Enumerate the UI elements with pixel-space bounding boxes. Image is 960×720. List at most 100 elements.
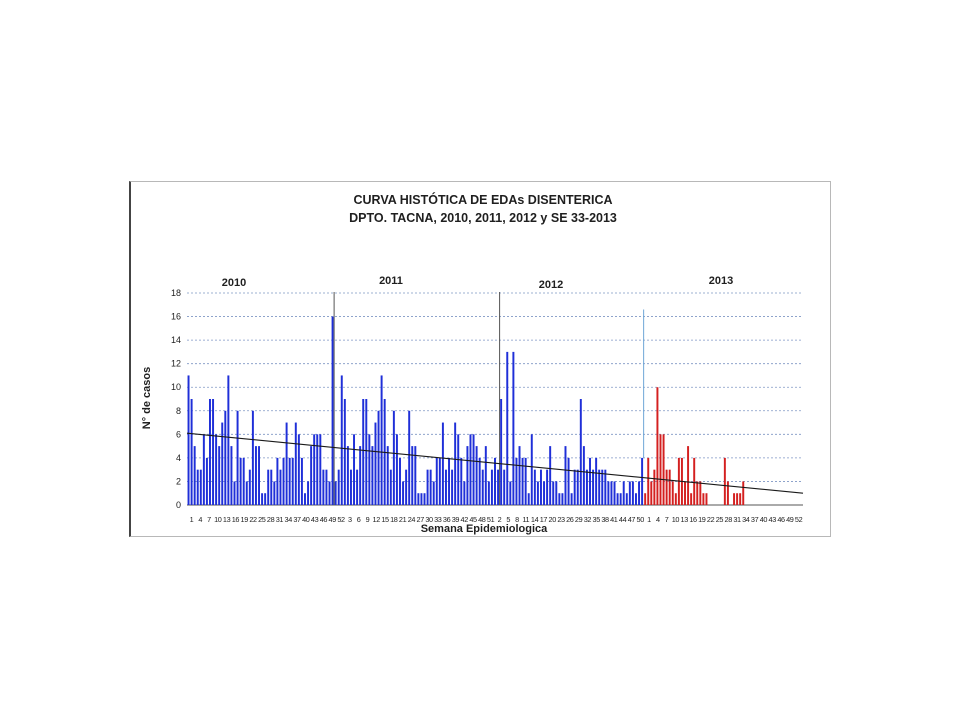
bar <box>362 399 365 505</box>
bar <box>356 469 359 505</box>
year-label-2013: 2013 <box>709 275 733 287</box>
y-tick-label: 18 <box>171 288 181 298</box>
bar <box>524 457 527 505</box>
bar <box>209 399 211 505</box>
bar <box>549 446 552 505</box>
x-tick-label: 6 <box>357 515 361 524</box>
x-tick-label: 43 <box>311 515 319 524</box>
year-label-2010: 2010 <box>222 277 246 289</box>
bar <box>530 434 533 505</box>
x-tick-label: 7 <box>207 515 211 524</box>
bar <box>346 446 349 505</box>
x-tick-label: 22 <box>707 515 715 524</box>
bar <box>233 481 236 505</box>
bar <box>454 422 457 505</box>
x-tick-label: 22 <box>249 515 257 524</box>
bar <box>389 469 392 505</box>
bar <box>224 410 227 505</box>
x-tick-label: 19 <box>698 515 706 524</box>
bar <box>258 446 261 505</box>
x-tick-label: 49 <box>329 515 337 524</box>
x-tick-label: 33 <box>434 515 442 524</box>
bar <box>638 481 641 505</box>
x-tick-label: 44 <box>619 515 627 524</box>
bar <box>399 457 401 505</box>
bar <box>310 446 313 505</box>
x-tick-label: 32 <box>584 515 592 524</box>
bar <box>576 469 579 505</box>
bar <box>193 446 196 505</box>
bar <box>267 469 270 505</box>
x-tick-label: 27 <box>417 515 425 524</box>
bar <box>294 422 297 505</box>
x-tick-label: 19 <box>241 515 249 524</box>
x-tick-label: 5 <box>506 515 510 524</box>
bar <box>270 469 273 505</box>
x-tick-label: 16 <box>232 515 240 524</box>
bar <box>368 434 371 505</box>
bar <box>359 446 362 505</box>
bar <box>668 469 671 505</box>
bar <box>671 481 674 505</box>
bar <box>423 493 426 505</box>
bar <box>684 481 686 505</box>
y-axis-label: N° de casos <box>141 367 153 429</box>
bar <box>288 457 291 505</box>
chart-title-line-2: DPTO. TACNA, 2010, 2011, 2012 y SE 33-20… <box>349 211 617 225</box>
bar <box>622 481 625 505</box>
bar <box>343 399 346 505</box>
x-tick-label: 21 <box>399 515 407 524</box>
bar <box>444 469 447 505</box>
bar <box>561 493 564 505</box>
bar <box>509 481 512 505</box>
x-axis-ticks: 1 4 7 10 13 16 19 22 25 28 31 34 37 40 43 46 49 52 3 6 9 12 15… <box>190 515 803 524</box>
bar <box>463 481 466 505</box>
bar <box>438 457 441 505</box>
bar <box>202 434 205 505</box>
bar <box>417 493 420 505</box>
bar <box>604 469 607 505</box>
bar <box>304 493 306 505</box>
x-tick-label: 49 <box>786 515 794 524</box>
bar <box>227 375 230 505</box>
bar <box>579 399 582 505</box>
bar <box>546 469 549 505</box>
bar <box>365 399 368 505</box>
bar <box>466 446 469 505</box>
bar <box>478 457 481 505</box>
bar <box>521 457 524 505</box>
y-tick-label: 12 <box>171 359 181 369</box>
bar <box>374 422 377 505</box>
bar <box>264 493 267 505</box>
bar <box>196 469 199 505</box>
y-tick-label: 8 <box>176 406 181 416</box>
bar <box>739 493 742 505</box>
chart-title-line-1: CURVA HISTÓTICA DE EDAs DISENTERICA <box>353 192 612 207</box>
x-tick-label: 4 <box>198 515 202 524</box>
bar <box>616 493 619 505</box>
bar <box>316 434 319 505</box>
bars <box>187 316 745 505</box>
bar <box>212 399 215 505</box>
bar <box>472 434 475 505</box>
x-tick-label: 7 <box>665 515 669 524</box>
bar <box>699 481 702 505</box>
bar <box>570 493 573 505</box>
bar <box>349 469 352 505</box>
x-tick-label: 38 <box>601 515 609 524</box>
bar <box>644 493 647 505</box>
x-tick-label: 34 <box>285 515 293 524</box>
bar <box>690 493 693 505</box>
x-tick-label: 46 <box>320 515 328 524</box>
bar <box>402 481 405 505</box>
bar <box>248 469 251 505</box>
bar <box>564 446 567 505</box>
x-tick-label: 25 <box>258 515 266 524</box>
trend-line <box>186 432 804 494</box>
bar <box>300 457 303 505</box>
x-tick-label: 36 <box>443 515 451 524</box>
bar <box>334 481 337 505</box>
bar <box>543 481 546 505</box>
bar <box>723 457 726 505</box>
bar <box>245 481 248 505</box>
